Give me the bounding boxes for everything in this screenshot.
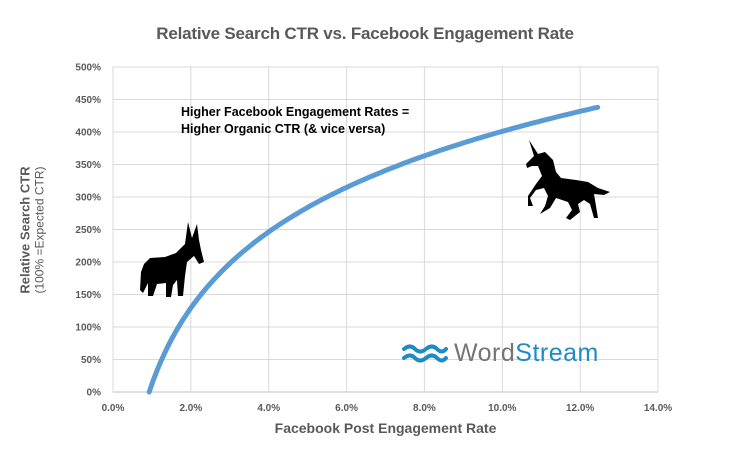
y-tick-label: 250% <box>75 225 101 236</box>
y-tick-label: 200% <box>75 258 101 269</box>
x-axis-label: Facebook Post Engagement Rate <box>274 420 497 436</box>
wave-logo-icon <box>402 344 448 362</box>
annotation-line-2: Higher Organic CTR (& vice versa) <box>181 122 386 136</box>
chart-title: Relative Search CTR vs. Facebook Engagem… <box>156 24 574 43</box>
x-tick-labels: 0.0% 2.0% 4.0% 6.0% 8.0% 10.0% 12.0% 14.0% <box>102 403 673 414</box>
gridlines <box>112 66 659 393</box>
y-tick-label: 500% <box>75 63 101 74</box>
unicorn-silhouette-icon <box>526 140 610 220</box>
x-tick-label: 6.0% <box>335 403 358 414</box>
y-tick-labels: 0% 50% 100% 150% 200% 250% 300% 350% 400% 450% 500… <box>75 63 101 399</box>
y-tick-label: 350% <box>75 160 101 171</box>
x-tick-label: 12.0% <box>566 403 594 414</box>
x-tick-label: 2.0% <box>179 403 202 414</box>
x-tick-label: 4.0% <box>257 403 280 414</box>
donkey-silhouette-icon <box>140 222 204 297</box>
x-tick-label: 0.0% <box>102 403 125 414</box>
y-tick-label: 450% <box>75 95 101 106</box>
y-tick-label: 100% <box>75 323 101 334</box>
y-tick-label: 300% <box>75 193 101 204</box>
data-series-line <box>146 104 601 395</box>
y-tick-label: 150% <box>75 290 101 301</box>
logo-word: Word <box>454 339 516 367</box>
x-tick-label: 14.0% <box>644 403 672 414</box>
y-tick-label: 400% <box>75 128 101 139</box>
annotation-text: Higher Facebook Engagement Rates = Highe… <box>181 104 409 138</box>
y-tick-label: 50% <box>81 355 101 366</box>
annotation-line-1: Higher Facebook Engagement Rates = <box>181 105 410 119</box>
logo-stream: Stream <box>515 339 599 367</box>
y-tick-label: 0% <box>87 388 102 399</box>
x-tick-label: 8.0% <box>413 403 436 414</box>
wordstream-logo: Word Stream <box>402 339 599 368</box>
x-tick-label: 10.0% <box>488 403 516 414</box>
